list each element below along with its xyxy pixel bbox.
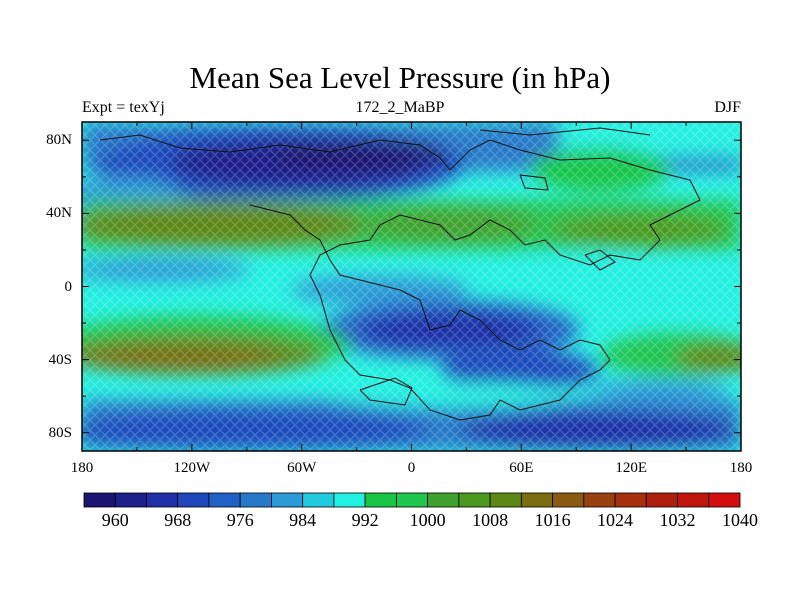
colorbar-swatch bbox=[239, 492, 272, 508]
lon-label: 0 bbox=[407, 460, 416, 476]
colorbar-swatch bbox=[395, 492, 429, 508]
colorbar-swatch bbox=[427, 492, 460, 508]
contour-fill bbox=[82, 122, 741, 451]
colorbar-swatch bbox=[364, 492, 397, 508]
colorbar-label: 1040 bbox=[722, 510, 758, 530]
lat-label: 40N bbox=[46, 205, 72, 222]
lon-label: 120E bbox=[615, 460, 647, 476]
lon-label: 180 bbox=[70, 460, 94, 476]
colorbar-label: 976 bbox=[226, 510, 254, 530]
colorbar-swatch bbox=[146, 492, 179, 508]
colorbar-swatch bbox=[333, 492, 366, 508]
colorbar-label: 968 bbox=[164, 510, 192, 530]
colorbar-label: 984 bbox=[289, 510, 317, 530]
colorbar-label: 1016 bbox=[534, 510, 571, 530]
lat-label: 80N bbox=[46, 132, 72, 149]
plot-title: Mean Sea Level Pressure (in hPa) bbox=[189, 60, 611, 95]
colorbar-swatch bbox=[458, 492, 491, 508]
lat-label: 40S bbox=[48, 351, 72, 368]
colorbar-swatch bbox=[677, 492, 710, 508]
colorbar-swatch bbox=[302, 492, 335, 508]
colorbar-swatch bbox=[708, 492, 741, 508]
colorbar-label: 1000 bbox=[409, 510, 446, 530]
colorbar-swatch bbox=[614, 492, 647, 508]
colorbar-swatch bbox=[552, 492, 585, 508]
lon-label: 120W bbox=[173, 460, 211, 476]
colorbar-swatch bbox=[645, 492, 678, 508]
colorbar-swatch bbox=[208, 492, 241, 508]
colorbar-swatch bbox=[489, 492, 522, 508]
colorbar bbox=[83, 492, 741, 508]
colorbar-swatch bbox=[114, 492, 147, 508]
lat-label: 0 bbox=[64, 278, 73, 295]
colorbar-label: 1032 bbox=[659, 510, 696, 530]
colorbar-swatch bbox=[177, 492, 210, 508]
colorbar-swatch bbox=[83, 492, 116, 508]
colorbar-label: 1024 bbox=[597, 510, 634, 530]
axis-ticks bbox=[81, 122, 742, 451]
colorbar-label: 1008 bbox=[472, 510, 509, 530]
season-label: DJF bbox=[714, 99, 741, 116]
colorbar-label: 992 bbox=[351, 510, 379, 530]
colorbar-swatch bbox=[583, 492, 616, 508]
lon-label: 60W bbox=[287, 460, 317, 476]
lon-label: 60E bbox=[509, 460, 534, 476]
colorbar-swatch bbox=[520, 492, 553, 508]
lat-label: 80S bbox=[48, 424, 72, 441]
colorbar-swatch bbox=[271, 492, 304, 508]
time-label: 172_2_MaBP bbox=[355, 99, 445, 116]
experiment-label: Expt = texYj bbox=[82, 99, 165, 116]
lon-label: 180 bbox=[729, 460, 753, 476]
coastlines bbox=[99, 127, 701, 421]
colorbar-label: 960 bbox=[101, 510, 129, 530]
